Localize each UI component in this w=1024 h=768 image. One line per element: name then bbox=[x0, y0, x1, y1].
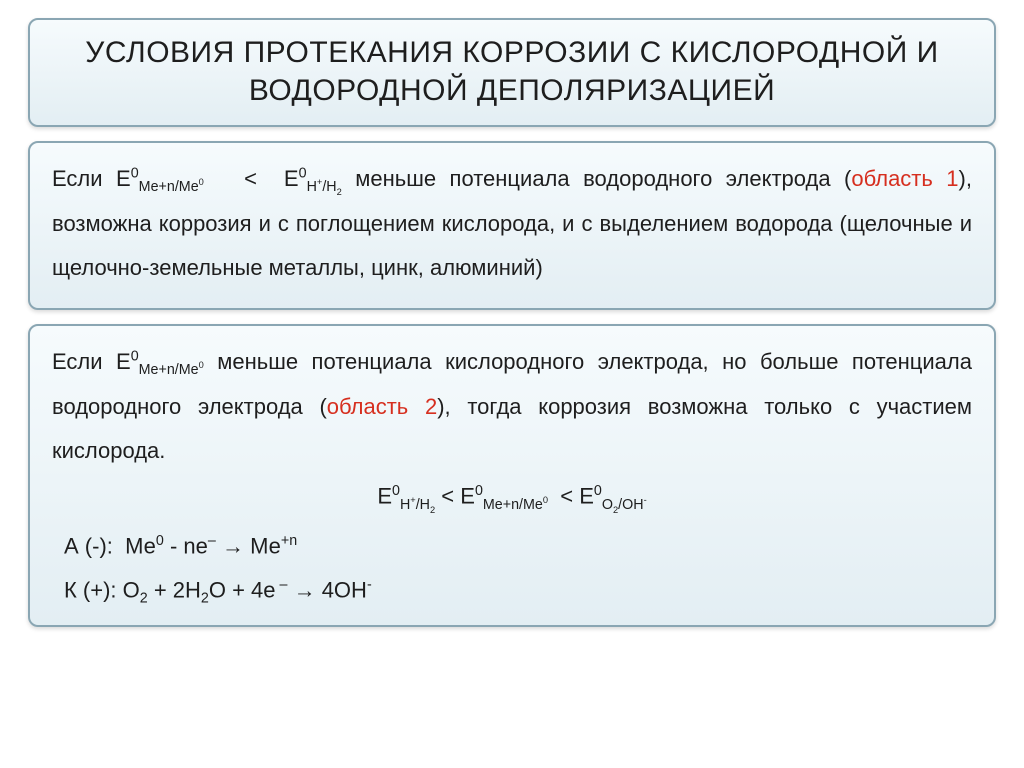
region-1-label: область 1 bbox=[851, 166, 958, 191]
inequality-line: E0H+/H2 < E0Me+n/Me0 < E0O2/OH- bbox=[52, 483, 972, 515]
slide: УСЛОВИЯ ПРОТЕКАНИЯ КОРРОЗИИ С КИСЛОРОДНО… bbox=[0, 0, 1024, 768]
text: меньше потенциала водородного электрода … bbox=[342, 166, 852, 191]
block-region-2: Если E0Me+n/Me0 меньше потенциала кислор… bbox=[28, 324, 996, 627]
text: Если bbox=[52, 166, 116, 191]
block2-paragraph: Если E0Me+n/Me0 меньше потенциала кислор… bbox=[52, 340, 972, 473]
title-panel: УСЛОВИЯ ПРОТЕКАНИЯ КОРРОЗИИ С КИСЛОРОДНО… bbox=[28, 18, 996, 127]
block1-paragraph: Если E0Me+n/Me0 < E0H+/H2 меньше потенци… bbox=[52, 157, 972, 290]
anode-reaction: А (-): Ме0 - ne– → Ме+n bbox=[64, 533, 972, 559]
text: Если bbox=[52, 349, 116, 374]
block-region-1: Если E0Me+n/Me0 < E0H+/H2 меньше потенци… bbox=[28, 141, 996, 310]
cathode-reaction: К (+): О2 + 2H2O + 4e – → 4OH- bbox=[64, 577, 972, 607]
slide-title: УСЛОВИЯ ПРОТЕКАНИЯ КОРРОЗИИ С КИСЛОРОДНО… bbox=[54, 34, 970, 109]
region-2-label: область 2 bbox=[327, 394, 437, 419]
